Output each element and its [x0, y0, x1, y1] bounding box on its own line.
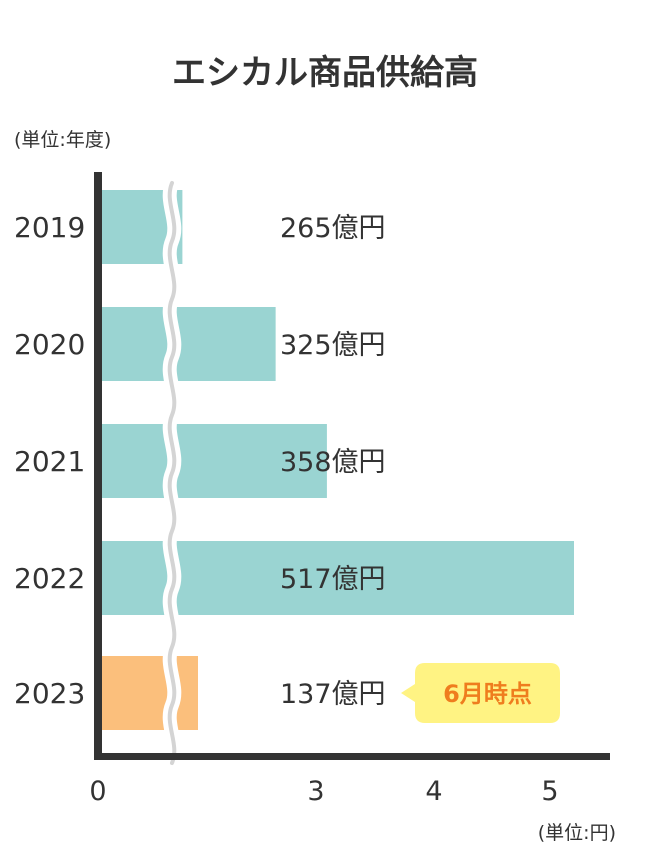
value-label-2023: 137億円	[280, 679, 386, 710]
axis-break-line	[167, 181, 177, 765]
bar-2023	[102, 656, 198, 730]
category-unit-label: (単位:年度)	[14, 129, 111, 151]
x-tick-label: 0	[89, 776, 106, 807]
x-axis-line	[94, 753, 610, 760]
x-tick-label: 4	[425, 776, 442, 807]
x-tick-label: 3	[307, 776, 324, 807]
annotation-text: 6月時点	[443, 680, 532, 708]
value-label-2022: 517億円	[280, 564, 386, 595]
labels-layer: 2019 265億円 2020 325億円 2021 358億円 2022 517億円 2023…	[14, 211, 386, 710]
category-label-2023: 2023	[14, 677, 85, 710]
chart-title: エシカル商品供給高	[172, 53, 478, 93]
value-label-2019: 265億円	[280, 213, 386, 244]
value-label-2020: 325億円	[280, 330, 386, 361]
bar-2021	[102, 424, 327, 498]
value-unit-label: (単位:円)	[538, 822, 616, 844]
annotation-badge: 6月時点	[401, 663, 560, 723]
category-label-2021: 2021	[14, 445, 85, 478]
x-tick-labels: 0 3 4 5	[89, 776, 558, 807]
value-label-2021: 358億円	[280, 447, 386, 478]
category-label-2022: 2022	[14, 562, 85, 595]
annotation-badge-shape	[401, 663, 560, 723]
category-label-2019: 2019	[14, 211, 85, 244]
bar-2020	[102, 307, 276, 381]
category-label-2020: 2020	[14, 328, 85, 361]
y-axis-line	[94, 172, 102, 760]
bars-layer	[102, 180, 574, 766]
x-tick-label: 5	[541, 776, 558, 807]
